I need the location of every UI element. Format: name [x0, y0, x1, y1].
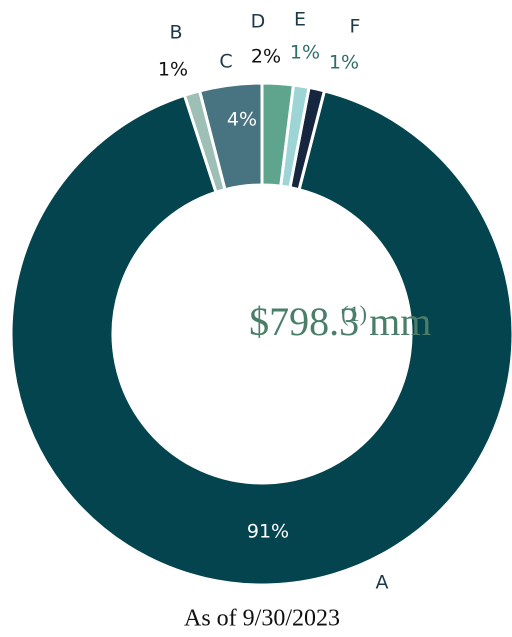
value-label: 1% [158, 59, 188, 81]
value-label: 91% [247, 521, 289, 543]
slice [260, 81, 296, 188]
category-label: A [376, 572, 389, 594]
value-label: 2% [251, 46, 281, 68]
category-label: C [219, 51, 232, 73]
category-label: B [169, 22, 182, 44]
center-note: (1) [341, 301, 367, 326]
value-label: 1% [329, 52, 359, 74]
slice [9, 89, 512, 587]
category-label: E [294, 9, 306, 31]
category-label: D [251, 11, 266, 33]
footnote: As of 9/30/2023 [184, 606, 340, 632]
center-total: $798.3 mm [249, 299, 431, 344]
value-label: 4% [227, 109, 257, 131]
value-label: 1% [290, 42, 320, 64]
category-label: F [350, 16, 361, 38]
